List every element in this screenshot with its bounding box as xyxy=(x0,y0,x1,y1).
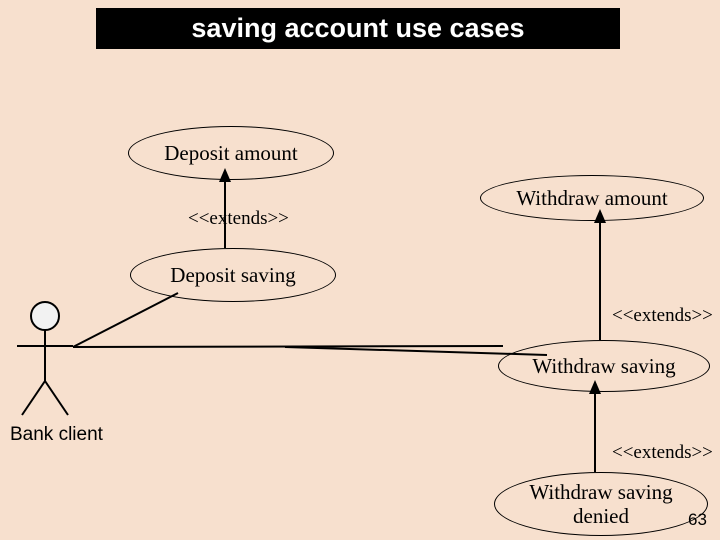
extends-label-1: <<extends>> xyxy=(188,208,289,230)
extends-label-2: <<extends>> xyxy=(612,305,713,327)
usecase-withdraw-amount: Withdraw amount xyxy=(480,175,704,221)
slide: saving account use cases Deposit amount … xyxy=(0,0,720,540)
slide-title: saving account use cases xyxy=(96,8,620,49)
extends-label-3: <<extends>> xyxy=(612,442,713,464)
usecase-withdraw-saving: Withdraw saving xyxy=(498,340,710,392)
actor-label: Bank client xyxy=(10,424,103,446)
page-number: 63 xyxy=(688,510,707,530)
usecase-deposit-amount: Deposit amount xyxy=(128,126,334,180)
usecase-withdraw-saving-denied: Withdraw saving denied xyxy=(494,472,708,536)
usecase-deposit-saving: Deposit saving xyxy=(130,248,336,302)
